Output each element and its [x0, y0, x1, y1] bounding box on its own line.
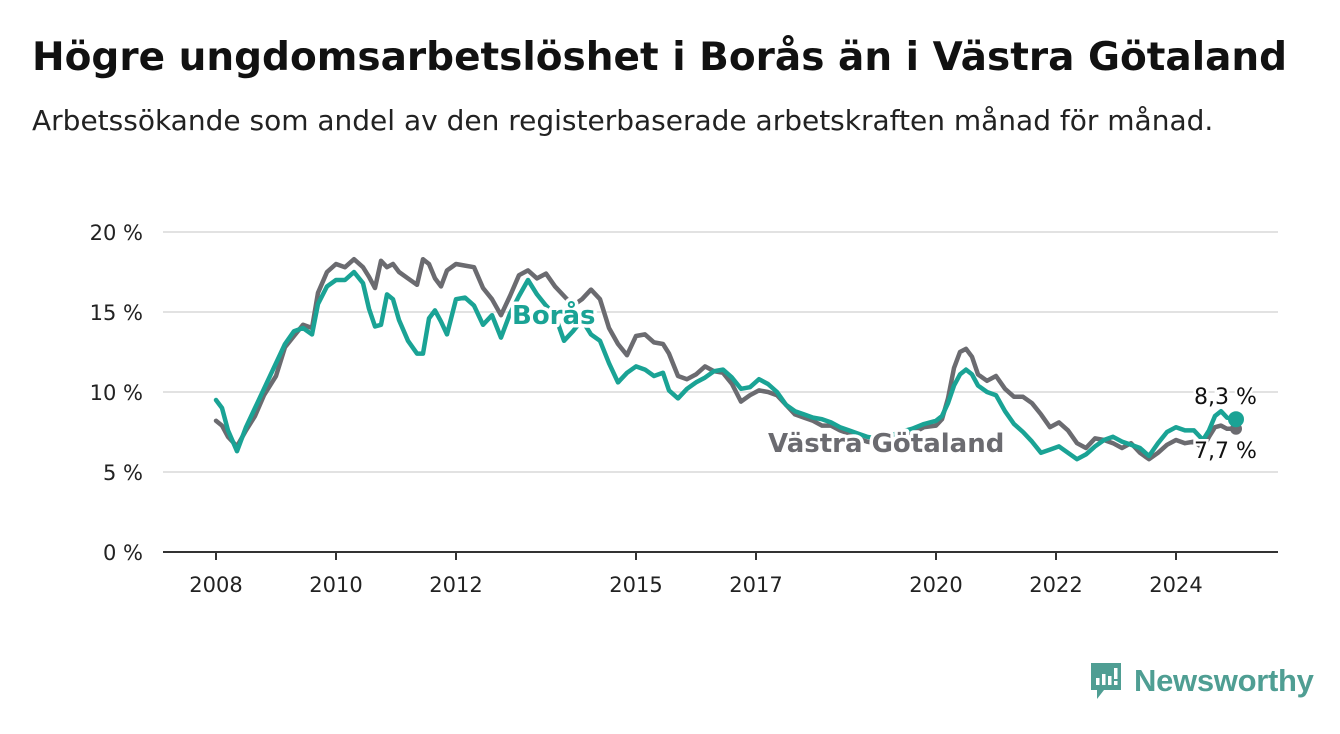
x-tick-label: 2020 — [909, 573, 962, 597]
end-label-boras: 8,3 % — [1194, 385, 1257, 410]
y-tick-label: 5 % — [103, 461, 143, 485]
chart-subtitle: Arbetssökande som andel av den registerb… — [32, 104, 1214, 137]
series-label-boras: Borås — [512, 299, 596, 331]
end-label-vastra-gotaland: 7,7 % — [1194, 439, 1257, 464]
brand: Newsworthy — [1088, 660, 1314, 702]
series-label-vastra-gotaland: Västra Götaland — [768, 429, 1004, 459]
y-tick-label: 20 % — [90, 221, 143, 245]
x-tick-label: 2010 — [309, 573, 362, 597]
brand-name: Newsworthy — [1134, 663, 1314, 698]
newsworthy-logo-icon — [1091, 663, 1121, 699]
series-line-vastra-gotaland — [213, 256, 1239, 462]
series-line-boras — [213, 269, 1239, 462]
x-tick-label: 2017 — [729, 573, 782, 597]
chart-title: Högre ungdomsarbetslöshet i Borås än i V… — [32, 35, 1288, 80]
y-tick-label: 15 % — [90, 301, 143, 325]
x-tick-label: 2008 — [189, 573, 242, 597]
x-tick-label: 2024 — [1149, 573, 1202, 597]
x-tick-label: 2012 — [429, 573, 482, 597]
x-tick-label: 2015 — [609, 573, 662, 597]
x-tick-label: 2022 — [1029, 573, 1082, 597]
end-marker-boras — [1228, 411, 1244, 428]
y-tick-label: 10 % — [90, 381, 143, 405]
y-tick-label: 0 % — [103, 541, 143, 565]
